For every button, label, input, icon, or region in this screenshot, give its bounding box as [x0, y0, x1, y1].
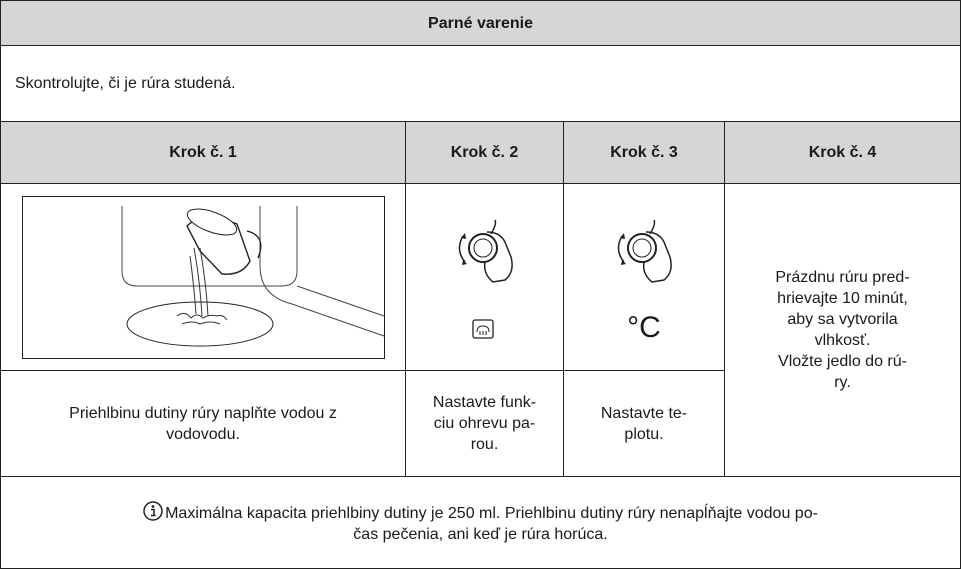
step-image-cell [0, 183, 406, 371]
table-title: Parné varenie [0, 0, 961, 46]
temperature-symbol: °C [627, 311, 661, 344]
step-label: Krok č. 3 [563, 121, 725, 184]
illustration [21, 195, 385, 359]
step-label: Krok č. 1 [0, 121, 406, 184]
text-line: Prázdnu rúru pred- [775, 269, 910, 286]
note: Maximálna kapacita priehlbiny dutiny je … [0, 476, 961, 569]
text-line: Vložte jedlo do rú- [778, 353, 907, 370]
note-line: čas pečenia, ani keď je rúra horúca. [353, 525, 608, 543]
text-line: ry. [834, 374, 851, 391]
text-line: Priehlbinu dutiny rúry naplňte vodou z [69, 404, 337, 422]
text-line: vodovodu. [166, 425, 240, 443]
text-line: plotu. [624, 425, 664, 443]
text-line: Maximálna kapacita priehlbiny dutiny je … [1, 500, 960, 524]
text-line: aby sa vytvorila [787, 311, 898, 328]
step-icon-cell: °C [563, 183, 725, 371]
step-text: Prázdnu rúru pred- hrievajte 10 minút, a… [723, 183, 961, 477]
step-icon-cell [405, 183, 564, 371]
note-line: Maximálna kapacita priehlbiny dutiny je … [165, 504, 818, 522]
step-label: Krok č. 2 [405, 121, 564, 184]
step-label: Krok č. 4 [723, 121, 961, 184]
info-icon [143, 500, 163, 521]
step-text: Nastavte funk- ciu ohrevu pa- rou. [405, 370, 564, 477]
text-line: hrievajte 10 minút, [777, 290, 908, 307]
step-text: Priehlbinu dutiny rúry naplňte vodou z v… [0, 370, 406, 477]
knob-icon [458, 219, 513, 339]
text-line: rou. [470, 436, 499, 453]
text-line: Nastavte te- [600, 404, 688, 422]
step-text: Nastavte te- plotu. [563, 370, 725, 477]
text-line: vlhkosť. [814, 332, 871, 349]
text-line: ciu ohrevu pa- [433, 415, 536, 432]
text-line: Nastavte funk- [432, 394, 537, 411]
intro: Skontrolujte, či je rúra studená. [0, 45, 961, 122]
knob-icon [617, 219, 672, 283]
